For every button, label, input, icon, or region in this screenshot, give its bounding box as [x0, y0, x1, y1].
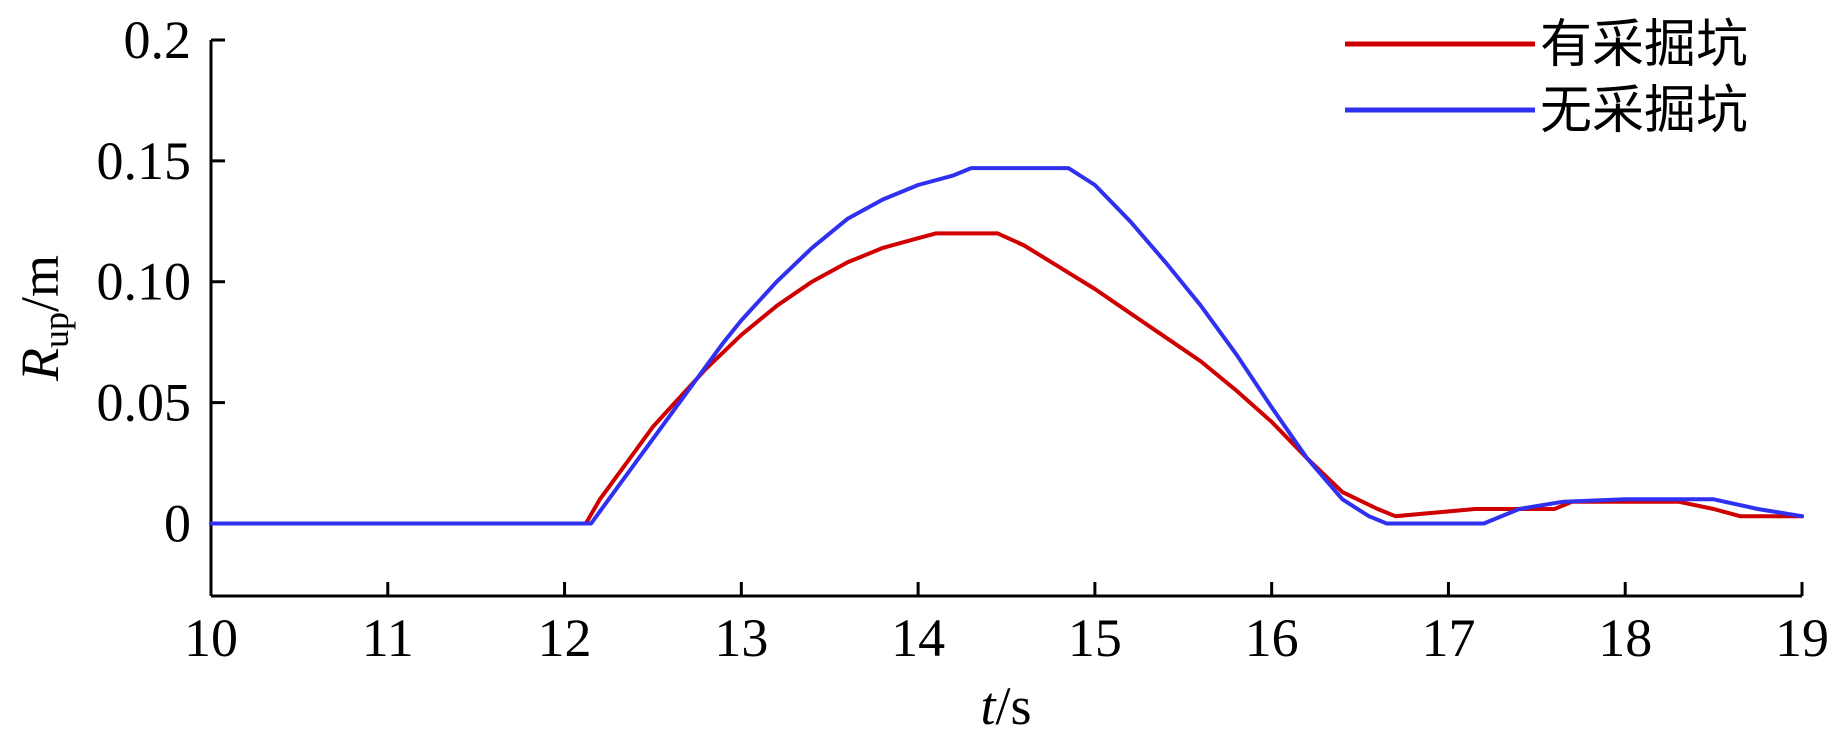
- y-tick-label: 0.2: [124, 10, 192, 70]
- plot-area: 10 11 12 13 14 15 16 17 18 19 0 0.05 0.10 0.15 0.2: [97, 10, 1830, 668]
- y-tick-label: 0: [164, 493, 191, 553]
- y-axis-label-unit: /m: [10, 255, 70, 312]
- x-axis-label-unit: /s: [995, 676, 1031, 736]
- series-layer: [209, 166, 1804, 526]
- x-axis-label-variable: t: [980, 676, 997, 736]
- legend-label-1: 有采掘坑: [1540, 17, 1748, 74]
- series-line-1: [209, 231, 1804, 526]
- y-tick-label: 0.10: [97, 252, 192, 312]
- y-axis-label-variable: R: [10, 348, 70, 382]
- x-tick-label: 16: [1245, 608, 1299, 668]
- series-line-2: [209, 166, 1804, 526]
- x-tick-label: 14: [891, 608, 945, 668]
- tick-labels: 10 11 12 13 14 15 16 17 18 19 0 0.05 0.10 0.15 0.2: [97, 10, 1830, 668]
- legend-label-2: 无采掘坑: [1540, 83, 1748, 140]
- x-tick-label: 17: [1421, 608, 1475, 668]
- y-tick-label: 0.15: [97, 131, 192, 191]
- y-tick-label: 0.05: [97, 373, 192, 433]
- y-axis-label: Rup/m: [10, 255, 76, 382]
- x-tick-label: 11: [362, 608, 414, 668]
- y-axis-label-subscript: up: [36, 312, 76, 348]
- x-tick-label: 10: [184, 608, 238, 668]
- x-tick-label: 12: [538, 608, 592, 668]
- x-axis-label: t/s: [980, 676, 1031, 736]
- x-tick-label: 19: [1775, 608, 1829, 668]
- x-tick-label: 18: [1598, 608, 1652, 668]
- x-tick-label: 13: [714, 608, 768, 668]
- x-tick-label: 15: [1068, 608, 1122, 668]
